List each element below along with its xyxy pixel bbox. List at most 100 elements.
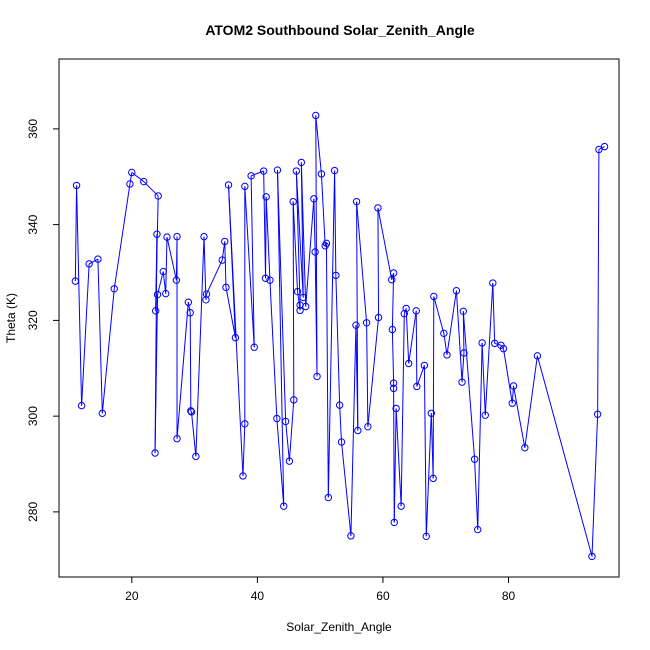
x-tick-label: 80 (502, 589, 516, 603)
series-segment (513, 385, 526, 448)
data-point (364, 422, 372, 431)
data-point (285, 457, 294, 465)
y-tick-label: 340 (26, 214, 40, 234)
series-segment (395, 408, 402, 507)
series-segment (327, 170, 336, 498)
series-segment (157, 271, 164, 295)
data-point (459, 307, 468, 315)
series-segment (190, 410, 192, 413)
data-point (72, 181, 81, 190)
data-point (172, 276, 181, 284)
data-point (85, 260, 93, 268)
data-point (400, 309, 408, 318)
series-segment (295, 171, 301, 306)
x-tick-label: 60 (376, 589, 390, 603)
series-segment (195, 236, 205, 457)
data-point (273, 166, 282, 174)
data-point (489, 279, 497, 287)
series-segment (481, 342, 486, 416)
data-point (94, 255, 102, 263)
series-segment (405, 308, 410, 364)
data-point (593, 410, 602, 418)
series-segment (203, 236, 207, 300)
series-segment (350, 325, 357, 536)
series-segment (265, 196, 267, 279)
data-point (402, 304, 410, 313)
series-segment (285, 421, 290, 462)
data-point (154, 192, 162, 200)
data-point (443, 351, 451, 359)
series-segment (276, 170, 287, 422)
series-segment (391, 329, 395, 384)
series-segment (250, 175, 255, 348)
data-point (159, 267, 167, 276)
data-point (186, 309, 194, 317)
series-segment (113, 183, 131, 289)
data-point (128, 168, 136, 177)
data-point (110, 285, 118, 293)
series-segment (334, 170, 337, 276)
series-segment (356, 201, 368, 323)
series-segment (315, 115, 318, 377)
data-point (317, 170, 326, 178)
data-point (126, 180, 134, 188)
data-point (222, 283, 230, 292)
data-point (289, 197, 297, 206)
series-segment (524, 355, 538, 448)
data-point (452, 287, 461, 295)
x-axis: 20 40 60 80 (125, 576, 516, 603)
data-point (153, 290, 162, 299)
series-layer (71, 111, 609, 561)
data-point (427, 409, 435, 417)
data-point (231, 333, 240, 342)
data-point (280, 502, 288, 510)
y-tick-label: 280 (26, 502, 40, 522)
series-segment (461, 352, 465, 383)
data-point (153, 230, 161, 238)
chart-title: ATOM2 Southbound Solar_Zenith_Angle (205, 22, 475, 38)
series-segment (474, 459, 479, 530)
series-segment (276, 170, 285, 507)
data-point (390, 518, 398, 527)
series-segment (356, 201, 359, 431)
data-point (173, 232, 181, 241)
series-segment (76, 185, 83, 406)
series-segment (366, 322, 369, 427)
data-point (588, 552, 596, 561)
data-point (499, 344, 508, 353)
series-segment (189, 312, 192, 411)
data-point (388, 325, 397, 334)
data-point (173, 434, 181, 443)
data-point (202, 296, 210, 304)
series-segment (484, 283, 494, 416)
series-segment (320, 173, 326, 246)
data-point (362, 319, 371, 327)
series-segment (339, 405, 343, 443)
series-segment (288, 399, 295, 462)
series-segment (423, 365, 427, 537)
series-segment (244, 186, 255, 348)
data-point (218, 256, 226, 264)
data-point (71, 277, 80, 285)
series-segment (292, 201, 299, 292)
series-segment (88, 258, 99, 265)
data-point (389, 379, 398, 387)
data-point (262, 193, 270, 201)
data-point (347, 532, 355, 540)
series-segment (446, 290, 457, 355)
data-point (187, 407, 195, 415)
series-segment (269, 280, 278, 419)
series-segment (154, 294, 159, 454)
series-segment (97, 259, 103, 414)
series-segment (325, 243, 329, 498)
series-segment (432, 296, 435, 479)
series-segment (591, 414, 599, 557)
series-segment (295, 170, 304, 298)
data-point (420, 361, 429, 370)
series-segment (425, 413, 432, 537)
data-point (187, 408, 196, 416)
series-segment (313, 198, 316, 252)
series-segment (165, 237, 168, 294)
y-axis: 280 300 320 340 360 (26, 119, 60, 522)
data-point (374, 204, 382, 212)
